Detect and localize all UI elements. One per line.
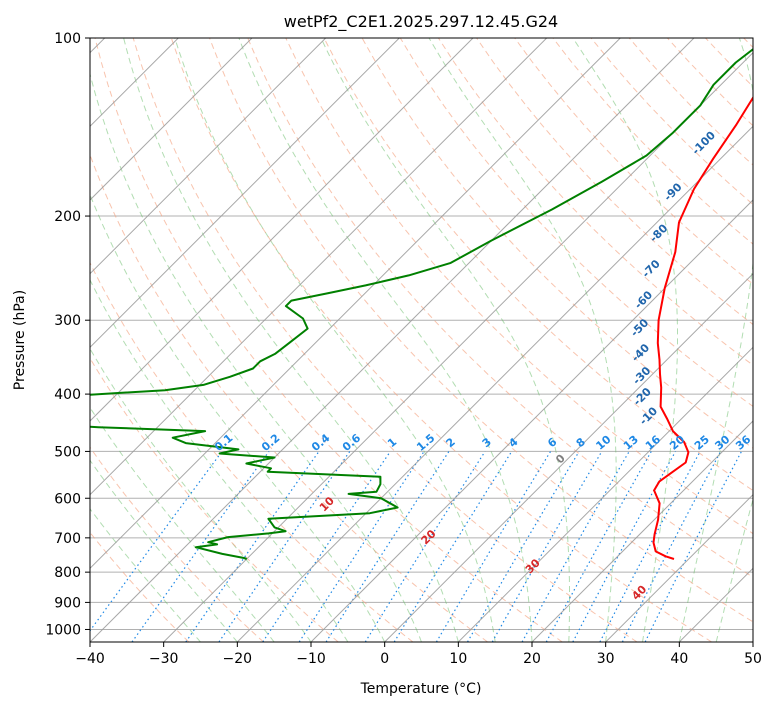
isotherm [752,641,753,642]
x-tick-label: −30 [149,651,179,667]
isotherm [90,38,253,201]
plot-frame [89,37,754,643]
mixing-ratio-line [298,451,425,642]
y-axis-label: Pressure (hPa) [12,290,28,390]
mixing-ratio-line [364,451,486,642]
dry-adiabat [323,38,753,492]
moist-adiabat [90,459,238,642]
y-tick-label: 700 [54,531,81,547]
moist-adiabat [174,38,496,642]
x-tick-label: −10 [296,651,326,667]
isotherm [605,493,753,642]
x-tick-label: 40 [670,651,688,667]
dry-adiabat [247,38,753,578]
moist-adiabat [90,72,422,642]
moist-adiabat [90,278,349,642]
isotherm [90,38,548,496]
dry-adiabat [90,446,264,642]
isotherm [90,38,327,275]
isotherm [236,125,753,642]
isotherm [457,346,753,642]
chart-title: wetPf2_C2E1.2025.297.12.45.G24 [284,12,558,32]
moist-adiabats [90,38,753,642]
dry-adiabat [170,38,712,642]
y-tick-label: 600 [54,491,81,507]
moist-adiabat [90,507,201,642]
dry-adiabat [285,38,753,535]
moist-adiabat [238,38,533,642]
isotherm [90,38,474,422]
x-tick-label: −40 [75,651,105,667]
y-tick-label: 400 [54,387,81,403]
mixing-ratio-line [185,451,320,642]
dry-adiabat [514,38,753,285]
x-tick-label: 50 [744,651,762,667]
isotherm [531,420,753,642]
y-tick-label: 800 [54,565,81,581]
dry-adiabat [90,261,414,642]
plot-background [90,38,753,642]
dry-adiabats [90,38,753,642]
mixing-ratio-line [435,451,552,642]
moist-adiabat [715,497,753,642]
temperature-line [652,95,753,560]
isotherm [384,272,753,642]
mixing-ratio-line [572,451,677,642]
y-tick-label: 900 [54,595,81,611]
dry-adiabat [209,38,753,623]
y-tick-label: 200 [54,209,81,225]
x-tick-label: 10 [449,651,467,667]
moist-adiabat [572,38,678,642]
x-axis-label: Temperature (°C) [360,681,482,697]
y-tick-label: 300 [54,313,81,329]
isotherm [310,199,753,642]
mixing-ratio-line [325,451,450,642]
isotherm [90,38,695,642]
mixing-ratio-line [545,451,652,642]
x-tick-label: −20 [223,651,253,667]
sounding-series [90,48,753,560]
dry-adiabat [94,38,563,642]
y-tick-label: 500 [54,444,81,460]
y-tick-label: 100 [54,31,81,47]
x-tick-label: 30 [597,651,615,667]
x-tick-label: 20 [523,651,541,667]
moist-adiabat [90,406,275,642]
dry-adiabat [132,38,638,642]
mixing-ratio-line [218,451,351,642]
dewpoint-line [90,48,753,560]
dry-adiabat [476,38,753,326]
moist-adiabat [678,38,753,642]
moist-adiabat [90,193,386,642]
moist-adiabat [428,38,617,642]
x-tick-label: 0 [380,651,389,667]
skewed-isotherms [90,38,753,642]
isotherm [90,38,621,570]
moist-adiabat [320,38,570,642]
mixing-ratio-line [262,451,391,642]
y-tick-label: 1000 [45,622,81,638]
isotherm [90,38,400,349]
y-ticks: 100 200 300 400 500 600 700 800 900 1000 [45,31,90,638]
mixing-ratio-line [466,451,580,642]
x-ticks: −40 −30 −20 −10 0 10 20 30 40 50 [75,642,762,667]
moist-adiabat [123,38,459,642]
